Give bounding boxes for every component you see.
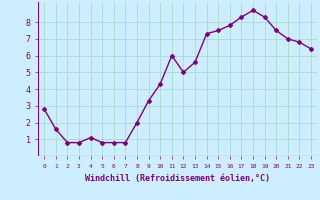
X-axis label: Windchill (Refroidissement éolien,°C): Windchill (Refroidissement éolien,°C)	[85, 174, 270, 183]
